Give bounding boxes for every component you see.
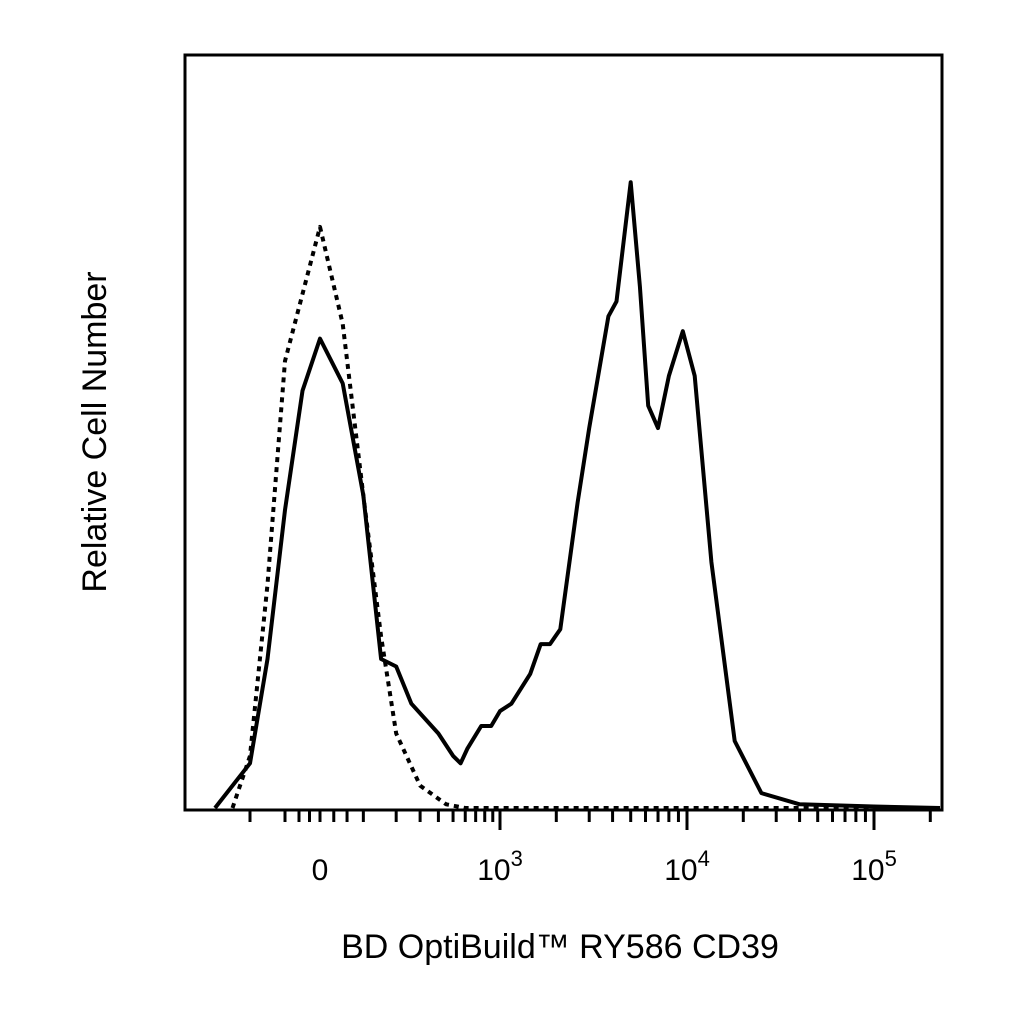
x-tick-label: 104 <box>664 846 710 887</box>
isotype-control-curve <box>230 224 940 810</box>
x-tick-labels: 0 103 104 105 <box>312 846 897 887</box>
x-tick-label: 105 <box>851 846 897 887</box>
y-axis-title: Relative Cell Number <box>76 271 114 592</box>
x-tick-label: 103 <box>477 846 523 887</box>
series-layer <box>213 180 941 810</box>
stained-sample-curve <box>213 180 941 810</box>
x-axis-title: BD OptiBuild™ RY586 CD39 <box>341 928 779 966</box>
x-tick-label: 0 <box>312 854 329 887</box>
plot-frame <box>183 53 944 812</box>
x-axis-ticks <box>248 810 932 830</box>
